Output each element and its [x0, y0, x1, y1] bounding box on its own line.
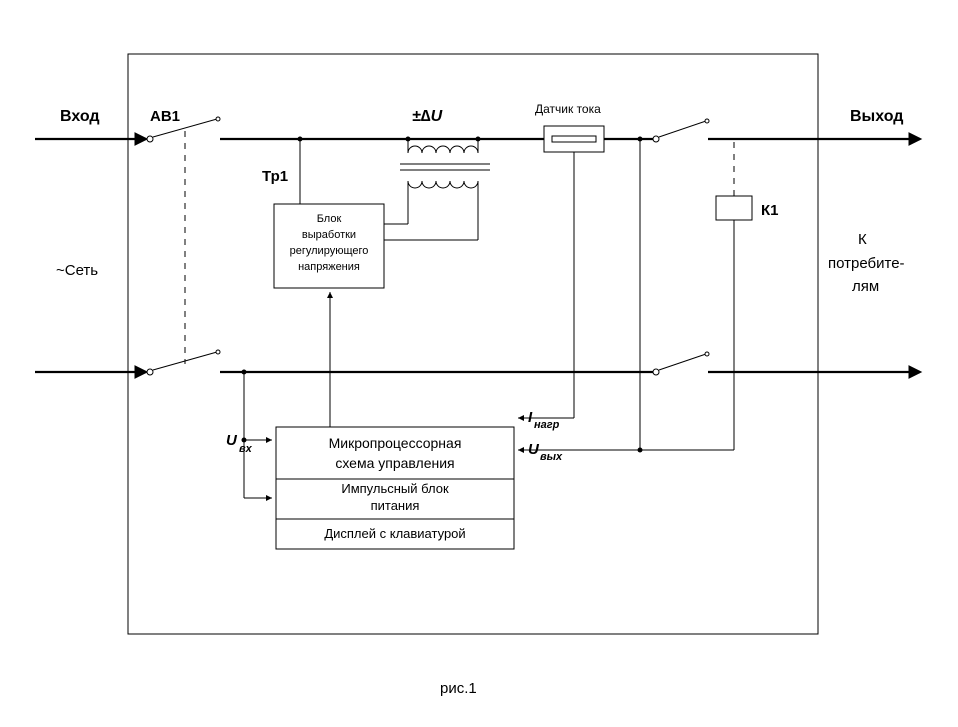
ab1b-tip	[216, 350, 220, 354]
regulating-voltage-block-label: напряжения	[298, 261, 360, 273]
label-k1: К1	[761, 202, 779, 219]
ab1-tip	[216, 117, 220, 121]
block-diagram: Блок выработки регулирующего напряжения Микр…	[0, 0, 958, 727]
label-uin-sub: вх	[239, 443, 253, 455]
transformer-secondary-coil	[408, 181, 422, 188]
label-uout: U	[528, 441, 540, 458]
junction-dot	[638, 448, 643, 453]
transformer-primary-coil	[464, 146, 478, 153]
transformer-secondary-coil	[464, 181, 478, 188]
sw2b-hinge	[653, 369, 659, 375]
junction-dot	[242, 438, 247, 443]
figure-caption: рис.1	[440, 680, 477, 697]
junction-dot	[638, 137, 643, 142]
label-consumer: К	[858, 231, 867, 248]
junction-dot	[476, 137, 481, 142]
transformer-primary-coil	[408, 146, 422, 153]
label-sensor: Датчик тока	[535, 102, 601, 116]
mcu-block-label: схема управления	[335, 455, 454, 471]
label-input: Вход	[60, 108, 100, 125]
label-uout-sub: вых	[540, 451, 563, 463]
sw2-blade	[659, 121, 706, 137]
label-consumer: лям	[852, 278, 879, 295]
transformer-secondary-coil	[450, 181, 464, 188]
sw2-tip	[705, 119, 709, 123]
transformer-secondary-coil	[436, 181, 450, 188]
current-sensor	[544, 126, 604, 152]
junction-dot	[406, 137, 411, 142]
label-tp1: Тр1	[262, 168, 288, 185]
transformer-secondary-coil	[422, 181, 436, 188]
junction-dot	[298, 137, 303, 142]
label-iload-sub: нагр	[534, 419, 560, 431]
transformer-primary-coil	[422, 146, 436, 153]
sw2b-tip	[705, 352, 709, 356]
mcu-block-label: Микропроцессорная	[329, 435, 462, 451]
label-deltau: ±∆U	[412, 108, 443, 125]
transformer-primary-coil	[450, 146, 464, 153]
label-consumer: потребите-	[828, 255, 905, 272]
label-net: ~Сеть	[56, 262, 98, 279]
regulating-voltage-block-label: регулирующего	[290, 245, 369, 257]
psu-block-label: Импульсный блок	[341, 481, 449, 496]
ab1b-hinge	[147, 369, 153, 375]
display-block-label: Дисплей с клавиатурой	[324, 526, 465, 541]
ab1-hinge	[147, 136, 153, 142]
junction-dot	[242, 370, 247, 375]
label-ab1: АВ1	[150, 108, 180, 125]
label-output: Выход	[850, 108, 903, 125]
regulating-voltage-block-label: выработки	[302, 229, 356, 241]
sw2b-blade	[659, 354, 706, 370]
label-uin: U	[226, 432, 238, 449]
k1-relay-coil	[716, 196, 752, 220]
psu-block-label: питания	[371, 498, 420, 513]
transformer-primary-coil	[436, 146, 450, 153]
regulating-voltage-block-label: Блок	[317, 213, 342, 225]
sw2-hinge	[653, 136, 659, 142]
